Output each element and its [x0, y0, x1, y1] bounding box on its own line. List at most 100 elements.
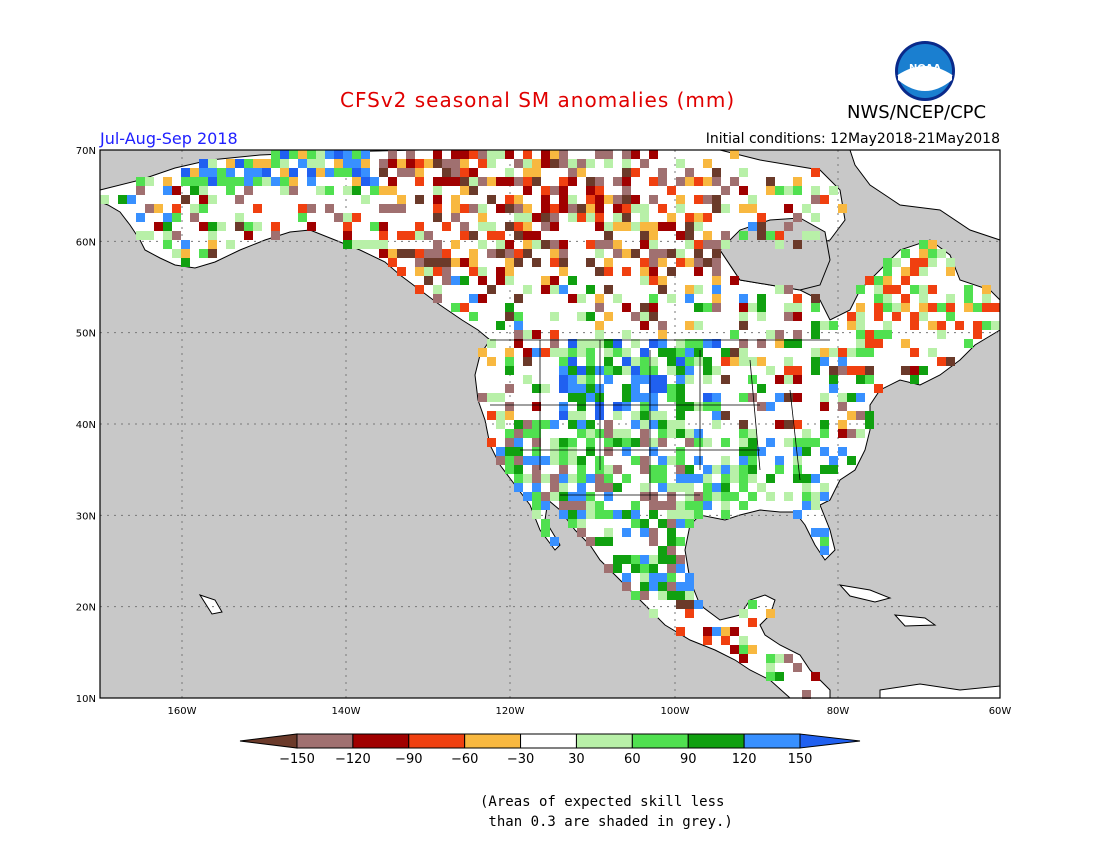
anomaly-cell — [604, 420, 613, 429]
anomaly-cell — [946, 312, 955, 321]
anomaly-cell — [559, 375, 568, 384]
anomaly-cell — [550, 330, 559, 339]
anomaly-cell — [559, 348, 568, 357]
anomaly-cell — [559, 249, 568, 258]
anomaly-cell — [586, 510, 595, 519]
anomaly-cell — [793, 312, 802, 321]
anomaly-cell — [541, 420, 550, 429]
anomaly-cell — [514, 222, 523, 231]
anomaly-cell — [505, 303, 514, 312]
anomaly-cell — [703, 492, 712, 501]
initial-conditions-label: Initial conditions: 12May2018-21May2018 — [705, 131, 1000, 147]
anomaly-cell — [505, 366, 514, 375]
anomaly-cell — [559, 159, 568, 168]
anomaly-cell — [838, 366, 847, 375]
anomaly-cell — [784, 438, 793, 447]
anomaly-cell — [676, 627, 685, 636]
anomaly-cell — [550, 186, 559, 195]
anomaly-cell — [766, 177, 775, 186]
anomaly-cell — [172, 213, 181, 222]
anomaly-cell — [523, 429, 532, 438]
anomaly-cell — [658, 546, 667, 555]
anomaly-cell — [721, 231, 730, 240]
anomaly-cell — [568, 474, 577, 483]
anomaly-cell — [379, 168, 388, 177]
anomaly-cell — [649, 375, 658, 384]
agency-label: NWS/NCEP/CPC — [847, 102, 987, 123]
anomaly-cell — [739, 339, 748, 348]
anomaly-cell — [712, 249, 721, 258]
anomaly-cell — [676, 447, 685, 456]
anomaly-cell — [712, 411, 721, 420]
anomaly-cell — [640, 258, 649, 267]
anomaly-cell — [712, 195, 721, 204]
anomaly-cell — [784, 357, 793, 366]
anomaly-cell — [703, 465, 712, 474]
anomaly-cell — [478, 294, 487, 303]
anomaly-cell — [280, 168, 289, 177]
anomaly-cell — [550, 159, 559, 168]
anomaly-cell — [730, 474, 739, 483]
anomaly-cell — [253, 159, 262, 168]
anomaly-cell — [352, 168, 361, 177]
anomaly-cell — [676, 456, 685, 465]
anomaly-cell — [496, 240, 505, 249]
anomaly-cell — [343, 222, 352, 231]
anomaly-cell — [181, 258, 190, 267]
anomaly-cell — [721, 186, 730, 195]
anomaly-cell — [883, 267, 892, 276]
anomaly-cell — [523, 222, 532, 231]
anomaly-cell — [775, 420, 784, 429]
anomaly-cell — [550, 447, 559, 456]
anomaly-cell — [793, 294, 802, 303]
anomaly-cell — [820, 357, 829, 366]
anomaly-cell — [676, 393, 685, 402]
anomaly-cell — [568, 438, 577, 447]
anomaly-cell — [784, 204, 793, 213]
anomaly-cell — [181, 195, 190, 204]
anomaly-cell — [802, 501, 811, 510]
anomaly-cell — [703, 366, 712, 375]
anomaly-cell — [712, 258, 721, 267]
anomaly-cell — [649, 150, 658, 159]
anomaly-cell — [847, 366, 856, 375]
anomaly-cell — [910, 258, 919, 267]
anomaly-cell — [487, 285, 496, 294]
anomaly-cell — [676, 501, 685, 510]
anomaly-cell — [217, 168, 226, 177]
anomaly-cell — [946, 258, 955, 267]
skill-note-line1: (Areas of expected skill less — [480, 794, 725, 810]
anomaly-cell — [892, 285, 901, 294]
anomaly-cell — [298, 159, 307, 168]
anomaly-cell — [343, 213, 352, 222]
anomaly-cell — [730, 357, 739, 366]
anomaly-cell — [595, 483, 604, 492]
anomaly-cell — [658, 258, 667, 267]
anomaly-cell — [748, 375, 757, 384]
anomaly-cell — [649, 564, 658, 573]
anomaly-cell — [820, 537, 829, 546]
anomaly-cell — [721, 438, 730, 447]
anomaly-cell — [541, 222, 550, 231]
anomaly-cell — [559, 150, 568, 159]
anomaly-cell — [613, 348, 622, 357]
anomaly-cell — [676, 510, 685, 519]
anomaly-cell — [667, 510, 676, 519]
anomaly-cell — [667, 222, 676, 231]
anomaly-cell — [829, 465, 838, 474]
anomaly-cell — [550, 213, 559, 222]
anomaly-cell — [568, 276, 577, 285]
anomaly-cell — [514, 159, 523, 168]
anomaly-cell — [523, 213, 532, 222]
anomaly-cell — [820, 420, 829, 429]
anomaly-cell — [595, 393, 604, 402]
anomaly-cell — [334, 213, 343, 222]
anomaly-cell — [667, 420, 676, 429]
anomaly-cell — [928, 285, 937, 294]
anomaly-cell — [415, 222, 424, 231]
anomaly-cell — [541, 150, 550, 159]
anomaly-cell — [577, 384, 586, 393]
anomaly-cell — [919, 294, 928, 303]
anomaly-cell — [901, 249, 910, 258]
anomaly-cell — [640, 366, 649, 375]
